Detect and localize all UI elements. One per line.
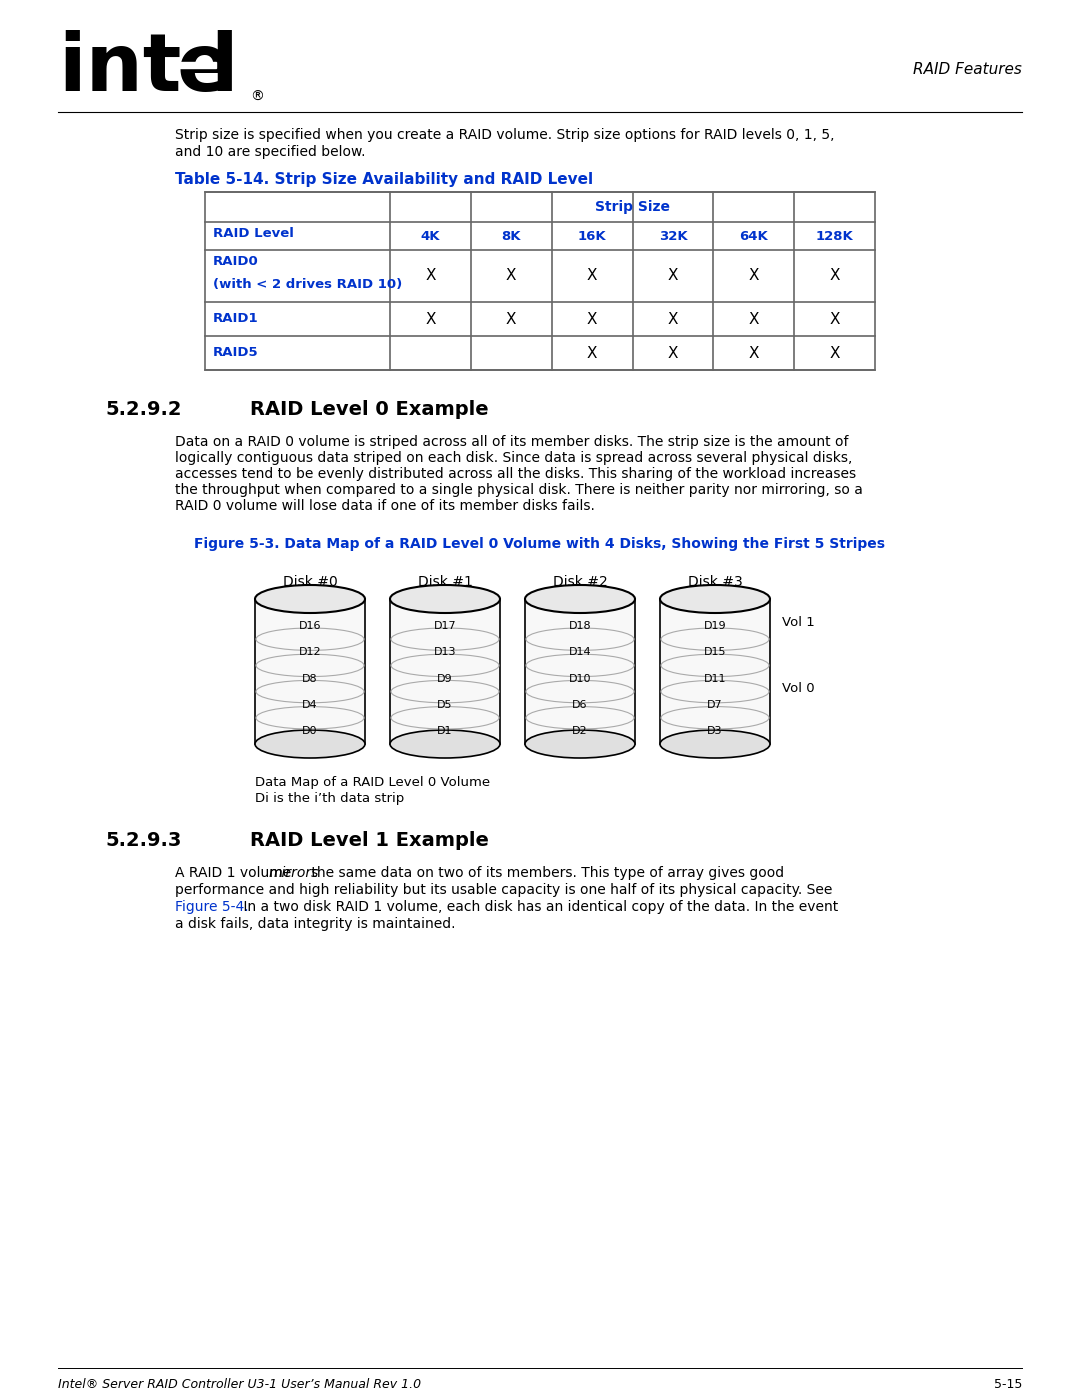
Text: 5.2.9.3: 5.2.9.3 (105, 831, 181, 849)
Text: RAID 0 volume will lose data if one of its member disks fails.: RAID 0 volume will lose data if one of i… (175, 499, 595, 513)
Text: D11: D11 (704, 673, 726, 683)
Text: Vol 1: Vol 1 (782, 616, 814, 630)
Text: D0: D0 (302, 726, 318, 736)
Text: (with < 2 drives RAID 10): (with < 2 drives RAID 10) (213, 278, 402, 291)
Text: Strip Size: Strip Size (595, 200, 670, 214)
Text: X: X (829, 312, 840, 327)
Text: D2: D2 (572, 726, 588, 736)
Text: 4K: 4K (421, 229, 441, 243)
Text: Disk #0: Disk #0 (283, 576, 337, 590)
Text: mirrors: mirrors (269, 866, 319, 880)
Text: 5.2.9.2: 5.2.9.2 (105, 400, 181, 419)
Text: 32K: 32K (659, 229, 687, 243)
Text: D4: D4 (302, 700, 318, 710)
Text: RAID1: RAID1 (213, 313, 258, 326)
Text: 64K: 64K (740, 229, 768, 243)
Text: Data on a RAID 0 volume is striped across all of its member disks. The strip siz: Data on a RAID 0 volume is striped acros… (175, 434, 849, 448)
Text: Disk #2: Disk #2 (553, 576, 607, 590)
Text: D19: D19 (704, 622, 727, 631)
Ellipse shape (390, 585, 500, 613)
Text: 16K: 16K (578, 229, 606, 243)
Text: D3: D3 (707, 726, 723, 736)
Text: D18: D18 (569, 622, 592, 631)
Text: e: e (176, 29, 231, 108)
Text: Disk #1: Disk #1 (418, 576, 472, 590)
Text: logically contiguous data striped on each disk. Since data is spread across seve: logically contiguous data striped on eac… (175, 451, 852, 465)
Text: D10: D10 (569, 673, 591, 683)
Ellipse shape (660, 585, 770, 613)
Text: 128K: 128K (815, 229, 853, 243)
Text: X: X (748, 345, 759, 360)
Ellipse shape (255, 731, 365, 759)
Text: RAID0: RAID0 (213, 256, 259, 268)
Text: X: X (748, 268, 759, 284)
Text: D9: D9 (437, 673, 453, 683)
Text: l: l (210, 29, 238, 108)
Text: a disk fails, data integrity is maintained.: a disk fails, data integrity is maintain… (175, 916, 456, 930)
Text: D17: D17 (434, 622, 457, 631)
Ellipse shape (660, 731, 770, 759)
Bar (660, 599, 770, 745)
Text: D15: D15 (704, 647, 726, 658)
Text: D14: D14 (569, 647, 592, 658)
Bar (205, 191, 875, 370)
Text: 8K: 8K (501, 229, 521, 243)
Ellipse shape (255, 585, 365, 613)
Ellipse shape (525, 585, 635, 613)
Text: the same data on two of its members. This type of array gives good: the same data on two of its members. Thi… (307, 866, 784, 880)
Text: and 10 are specified below.: and 10 are specified below. (175, 145, 365, 159)
Bar (255, 599, 365, 745)
Text: RAID5: RAID5 (213, 346, 258, 359)
Text: X: X (586, 345, 597, 360)
Text: D12: D12 (299, 647, 322, 658)
Text: the throughput when compared to a single physical disk. There is neither parity : the throughput when compared to a single… (175, 483, 863, 497)
Ellipse shape (525, 731, 635, 759)
Text: X: X (667, 268, 678, 284)
Text: performance and high reliability but its usable capacity is one half of its phys: performance and high reliability but its… (175, 883, 833, 897)
Text: D7: D7 (707, 700, 723, 710)
Text: X: X (586, 268, 597, 284)
Text: X: X (829, 345, 840, 360)
Text: X: X (586, 312, 597, 327)
Text: Disk #3: Disk #3 (688, 576, 742, 590)
Text: Strip size is specified when you create a RAID volume. Strip size options for RA: Strip size is specified when you create … (175, 129, 835, 142)
Text: D16: D16 (299, 622, 321, 631)
Text: Vol 0: Vol 0 (782, 682, 814, 694)
Text: Figure 5-3. Data Map of a RAID Level 0 Volume with 4 Disks, Showing the First 5 : Figure 5-3. Data Map of a RAID Level 0 V… (194, 536, 886, 550)
Bar (525, 599, 635, 745)
Text: A RAID 1 volume: A RAID 1 volume (175, 866, 296, 880)
Text: Intel® Server RAID Controller U3-1 User’s Manual Rev 1.0: Intel® Server RAID Controller U3-1 User’… (58, 1377, 421, 1391)
Text: ®: ® (249, 89, 264, 103)
Text: D6: D6 (572, 700, 588, 710)
Text: Di is the i’th data strip: Di is the i’th data strip (255, 792, 404, 805)
Text: X: X (507, 268, 516, 284)
Text: RAID Features: RAID Features (913, 61, 1022, 77)
Text: X: X (667, 312, 678, 327)
Bar (176, 61, 216, 68)
Text: 5-15: 5-15 (994, 1377, 1022, 1391)
Text: D13: D13 (434, 647, 456, 658)
Text: Data Map of a RAID Level 0 Volume: Data Map of a RAID Level 0 Volume (255, 775, 490, 789)
Text: In a two disk RAID 1 volume, each disk has an identical copy of the data. In the: In a two disk RAID 1 volume, each disk h… (240, 900, 838, 914)
Text: D1: D1 (437, 726, 453, 736)
Text: X: X (748, 312, 759, 327)
Text: RAID Level: RAID Level (213, 226, 294, 240)
Text: Table 5-14. Strip Size Availability and RAID Level: Table 5-14. Strip Size Availability and … (175, 172, 593, 187)
Text: X: X (667, 345, 678, 360)
Text: X: X (829, 268, 840, 284)
Text: X: X (426, 312, 435, 327)
Text: Figure 5-4.: Figure 5-4. (175, 900, 248, 914)
Text: X: X (426, 268, 435, 284)
Text: D8: D8 (302, 673, 318, 683)
Ellipse shape (390, 731, 500, 759)
Bar (390, 599, 500, 745)
Text: RAID Level 0 Example: RAID Level 0 Example (249, 400, 488, 419)
Text: RAID Level 1 Example: RAID Level 1 Example (249, 831, 489, 849)
Text: D5: D5 (437, 700, 453, 710)
Text: X: X (507, 312, 516, 327)
Text: accesses tend to be evenly distributed across all the disks. This sharing of the: accesses tend to be evenly distributed a… (175, 467, 856, 481)
Text: int: int (58, 29, 181, 108)
